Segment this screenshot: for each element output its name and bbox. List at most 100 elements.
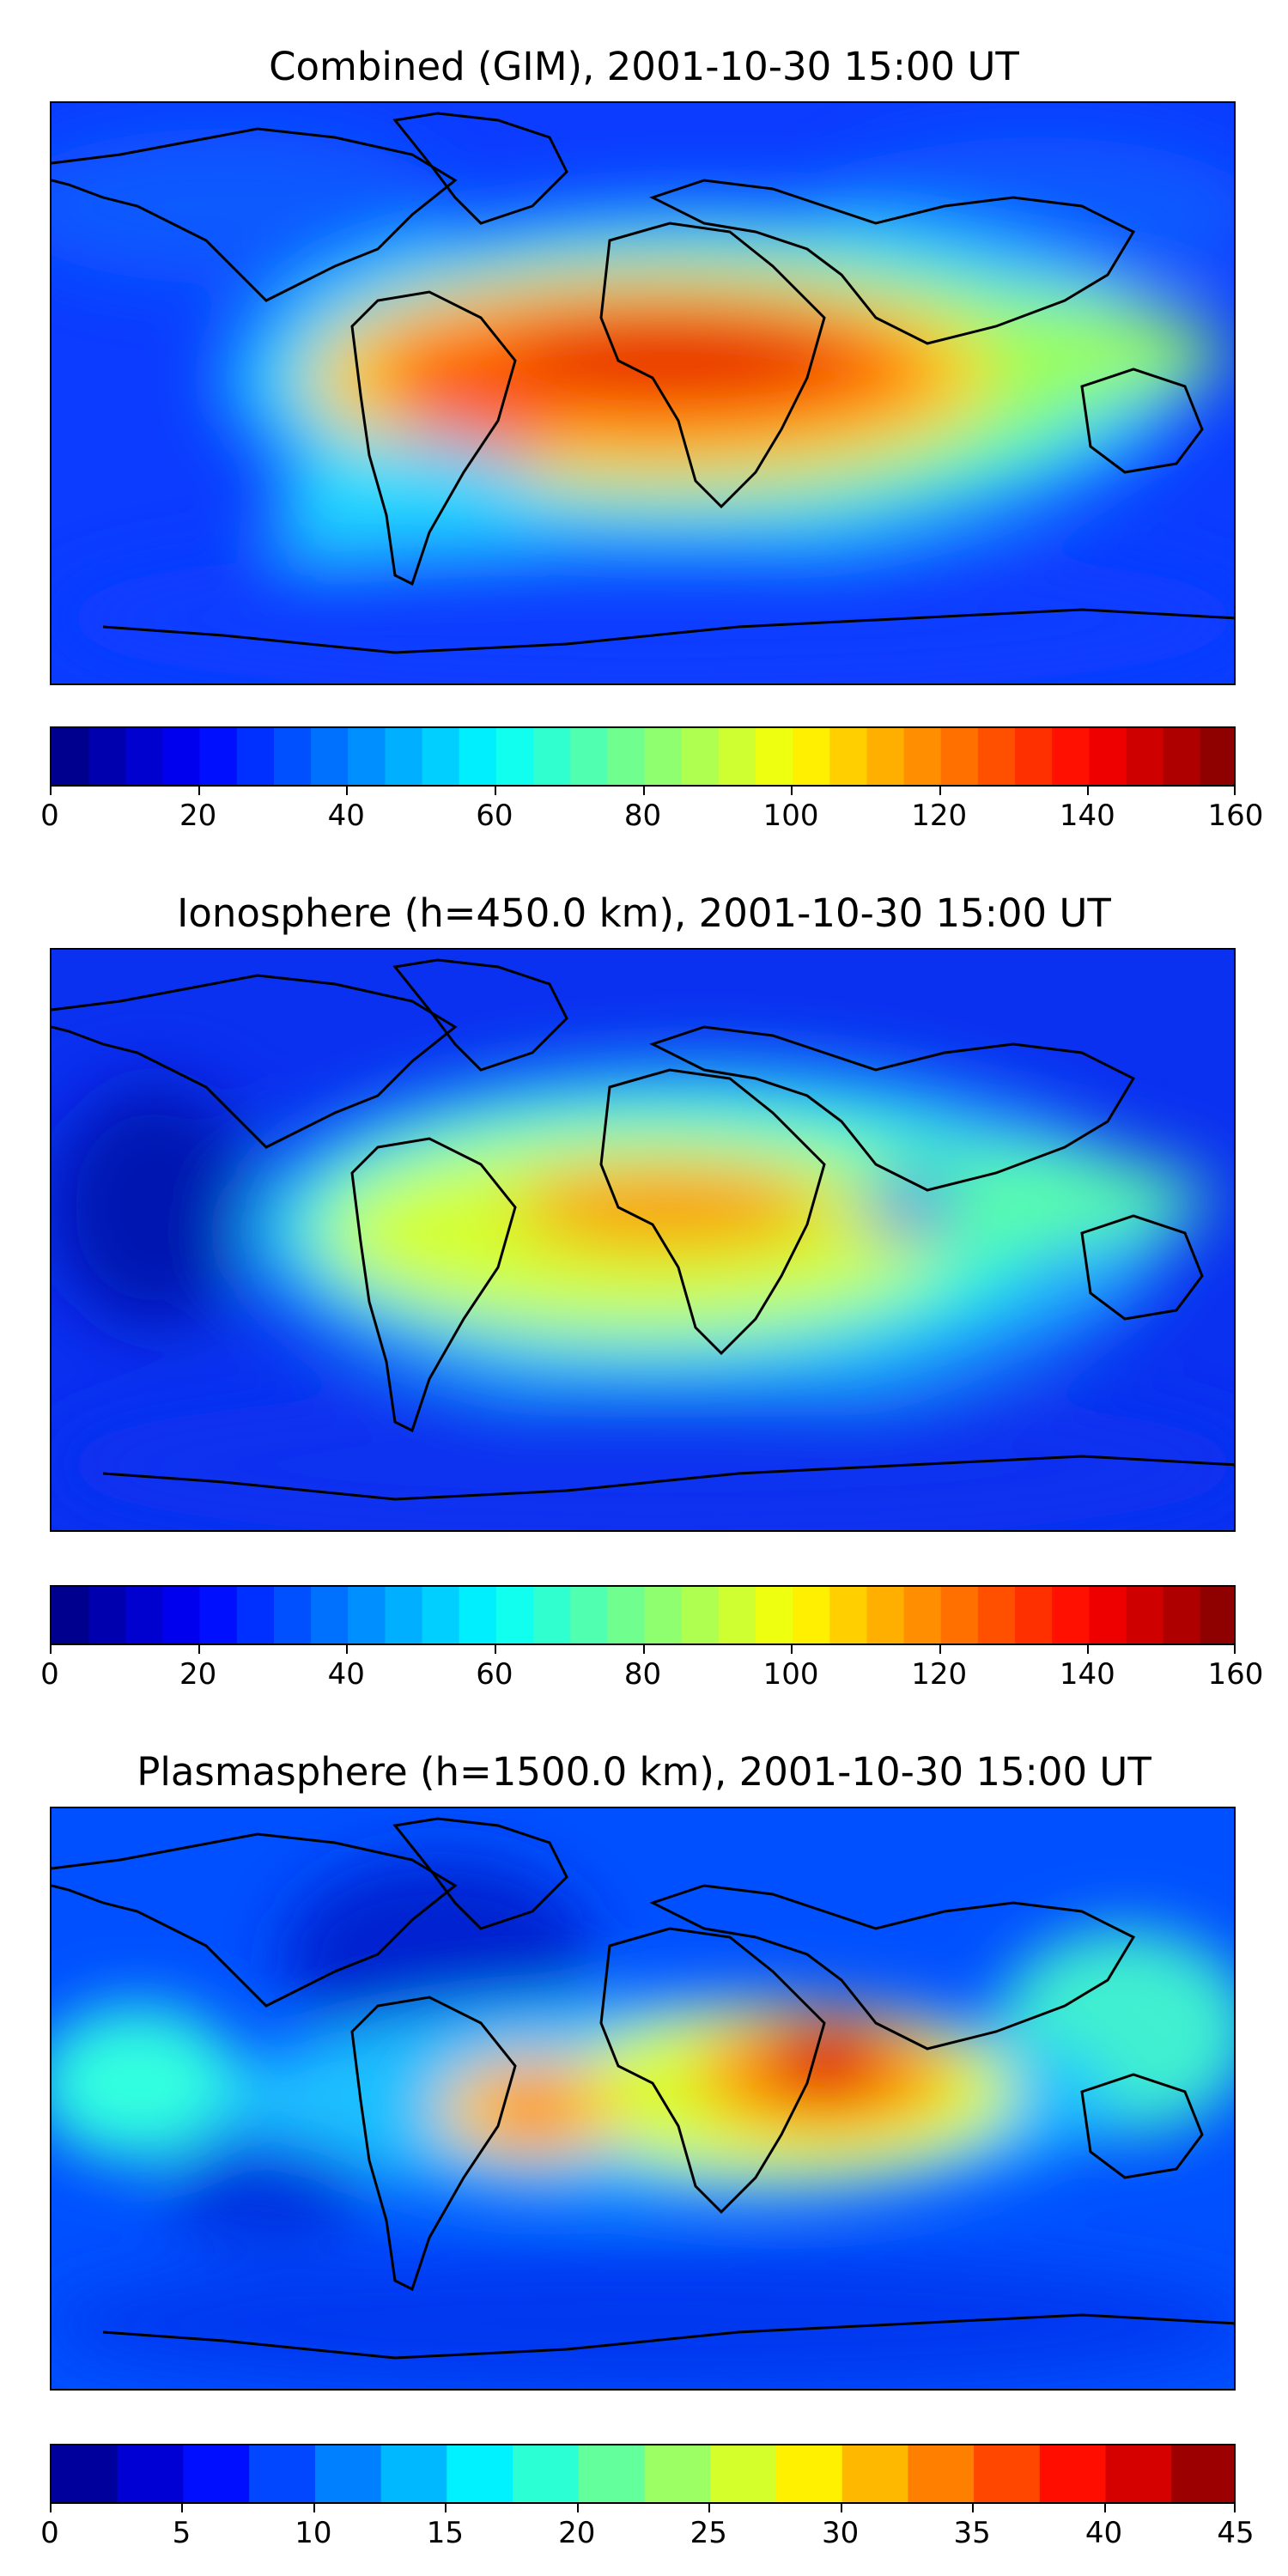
colorbar-tick [840,2504,842,2512]
colorbar-swatch [681,1587,720,1643]
colorbar-tick [445,2504,447,2512]
colorbar-tick-label: 60 [476,1657,513,1692]
colorbar-swatch [52,1587,89,1643]
colorbar-combined [50,726,1236,787]
colorbar-swatch [513,2445,580,2502]
colorbar-swatch [570,1587,608,1643]
colorbar-swatch [125,1587,164,1643]
colorbar-swatch [940,728,979,785]
colorbar-swatch [495,1587,534,1643]
colorbar-tick [181,2504,184,2512]
map-plasmasphere [50,1807,1236,2391]
colorbar-swatch [908,2445,975,2502]
coastlines [52,112,1234,654]
colorbar-swatch [710,2445,777,2502]
colorbar-ticks-ionosphere: 0 20 40 60 80 100 120 140 160 [40,1645,1263,1697]
colorbar-swatch [495,728,534,785]
colorbar-swatch [1039,2445,1107,2502]
panel-title-plasmasphere: Plasmasphere (h=1500.0 km), 2001-10-30 1… [137,1749,1151,1795]
colorbar-swatch [311,728,349,785]
colorbar-swatch [755,1587,793,1643]
colorbar-tick [494,787,496,795]
colorbar-ionosphere [50,1585,1236,1645]
colorbar-swatch [459,728,497,785]
colorbar-tick-label: 20 [179,799,217,833]
colorbar-tick-label: 25 [690,2516,727,2550]
colorbar-tick-label: 20 [558,2516,596,2550]
colorbar-swatch [533,1587,571,1643]
colorbar-swatch [977,1587,1016,1643]
colorbar-swatch [380,2445,447,2502]
colorbar-swatch [974,2445,1041,2502]
colorbar-tick-label: 45 [1217,2516,1255,2550]
colorbar-tick-label: 40 [1084,2516,1123,2550]
colorbar-swatch [236,728,275,785]
colorbar-swatch [88,1587,126,1643]
colorbar-tick [50,787,52,795]
colorbar-swatch [533,728,571,785]
colorbar-tick-label: 30 [822,2516,860,2550]
colorbar-swatch [903,728,942,785]
colorbar-swatch [578,2445,646,2502]
colorbar-swatch [1015,1587,1053,1643]
colorbar-swatch [1126,728,1164,785]
colorbar-swatch [1126,1587,1164,1643]
colorbar-tick [346,1645,349,1654]
colorbar-swatch [273,728,312,785]
colorbar-swatch [249,2445,316,2502]
colorbar-tick [313,2504,315,2512]
colorbar-tick [708,2504,711,2512]
colorbar-swatch [866,1587,905,1643]
colorbar-tick [939,787,941,795]
colorbar-swatch [52,728,89,785]
colorbar-tick-label: 5 [172,2516,191,2550]
colorbar-swatch [1171,2445,1234,2502]
colorbar-swatch [422,1587,460,1643]
colorbar-tick [494,1645,496,1654]
colorbar-swatch [829,1587,868,1643]
map-canvas-plasmasphere [52,1808,1234,2389]
colorbar-tick [1103,2504,1106,2512]
colorbar-tick-label: 35 [953,2516,991,2550]
map-ionosphere [50,948,1236,1532]
colorbar-tick [197,1645,200,1654]
colorbar-swatch [1163,728,1201,785]
colorbar-swatch [644,1587,683,1643]
colorbar-swatch [570,728,608,785]
colorbar-swatch [311,1587,349,1643]
map-combined [50,101,1236,685]
colorbar-tick [791,787,793,795]
colorbar-swatch [607,1587,646,1643]
colorbar-swatch [977,728,1016,785]
colorbar-swatch [117,2445,185,2502]
colorbar-swatch [1052,1587,1090,1643]
colorbar-tick-label: 160 [1207,799,1264,833]
colorbar-swatch [459,1587,497,1643]
colorbar-swatches-plasmasphere [52,2445,1234,2502]
colorbar-swatch [607,728,646,785]
colorbar-swatch [199,728,238,785]
colorbar-swatch [829,728,868,785]
colorbar-tick [642,787,645,795]
colorbar-tick-label: 15 [426,2516,464,2550]
colorbar-swatch [718,728,756,785]
colorbar-tick-label: 140 [1059,1657,1115,1692]
colorbar-swatch [681,728,720,785]
panel-title-ionosphere: Ionosphere (h=450.0 km), 2001-10-30 15:0… [177,890,1111,936]
colorbar-swatch [88,728,126,785]
colorbar-tick [972,2504,975,2512]
field-layer [52,1860,1234,2389]
colorbar-tick [1087,787,1090,795]
colorbar-swatch [940,1587,979,1643]
colorbar-tick [50,2504,52,2512]
colorbar-swatch [385,728,423,785]
colorbar-swatch [348,728,386,785]
colorbar-swatch [1105,2445,1172,2502]
colorbar-tick-label: 0 [40,1657,59,1692]
colorbar-swatch [1089,728,1127,785]
colorbar-ticks-combined: 0 20 40 60 80 100 120 140 160 [40,787,1263,838]
colorbar-swatch [162,728,201,785]
colorbar-swatch [793,728,830,785]
colorbar-ticks-plasmasphere: 0 5 10 15 20 25 30 35 40 45 [40,2504,1255,2555]
colorbar-tick-label: 80 [623,1657,662,1692]
